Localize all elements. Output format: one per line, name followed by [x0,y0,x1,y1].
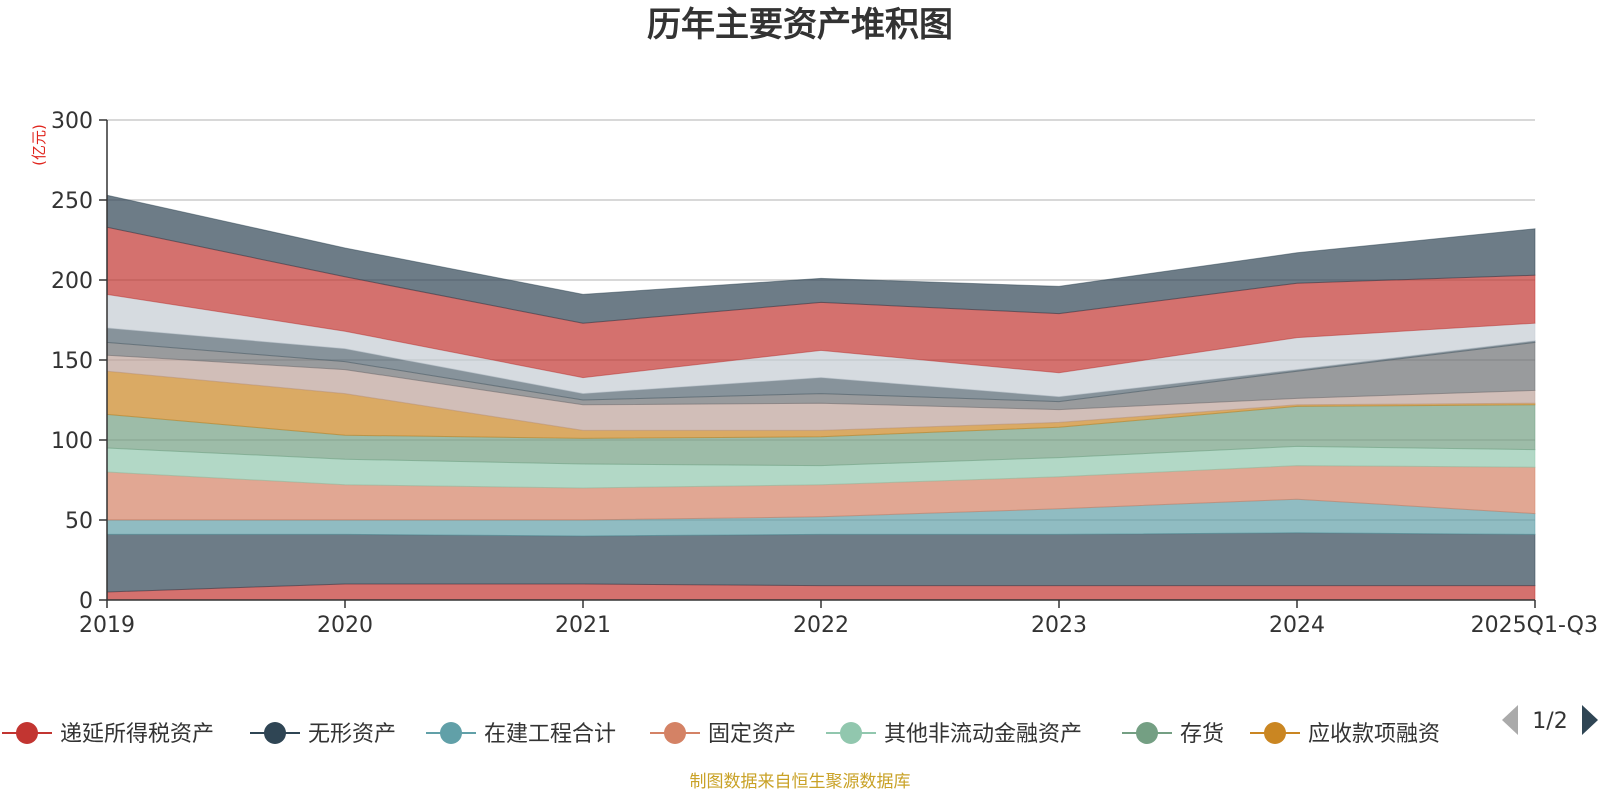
legend-marker-icon [1136,722,1158,744]
x-tick-label: 2019 [79,613,135,638]
legend-label: 存货 [1180,722,1224,747]
legend-marker-icon [664,722,686,744]
legend-label: 无形资产 [308,722,396,747]
legend-marker-icon [264,722,286,744]
area-series-13 [106,194,1536,324]
legend-next-page-icon[interactable] [1582,705,1598,735]
legend-item[interactable]: 其他非流动金融资产 [826,722,1082,747]
y-tick-label: 50 [65,509,93,534]
x-tick-label: 2025Q1-Q3 [1471,613,1598,638]
legend-label: 固定资产 [708,722,796,747]
legend-item[interactable]: 递延所得税资产 [2,722,214,747]
legend-item[interactable]: 应收款项融资 [1250,722,1440,747]
axes: 0 50 100 150 200 250 300 2019 2020 2021 2022 2023 20… [51,109,1598,638]
x-tick-label: 2023 [1031,613,1087,638]
chart-title: 历年主要资产堆积图 [647,5,953,45]
y-tick-label: 300 [51,109,93,134]
x-tick-label: 2024 [1269,613,1325,638]
legend-item[interactable]: 无形资产 [250,722,396,747]
source-note: 制图数据来自恒生聚源数据库 [690,772,911,792]
y-axis-unit-label: (亿元) [30,124,48,166]
y-tick-label: 150 [51,349,93,374]
legend-prev-page-icon[interactable] [1502,705,1518,735]
legend-marker-icon [840,722,862,744]
y-tick-label: 200 [51,269,93,294]
y-tick-label: 0 [79,589,93,614]
legend-pager: 1/2 [1502,705,1598,735]
area-series-1 [106,583,1536,601]
legend-label: 在建工程合计 [484,722,616,747]
legend-marker-icon [16,722,38,744]
x-tick-label: 2022 [793,613,849,638]
legend-marker-icon [440,722,462,744]
legend-label: 应收款项融资 [1308,722,1440,747]
legend-page-indicator: 1/2 [1532,709,1567,734]
legend-item[interactable]: 固定资产 [650,722,796,747]
legend-item[interactable]: 在建工程合计 [426,722,616,747]
x-tick-label: 2020 [317,613,373,638]
legend-label: 递延所得税资产 [60,722,214,747]
area-series-group [106,194,1536,601]
legend-item[interactable]: 存货 [1122,722,1224,747]
legend: 递延所得税资产 无形资产 在建工程合计 固定资产 其他非流动金融资产 存货 应收款项融资 [2,722,1440,747]
legend-label: 其他非流动金融资产 [884,722,1082,747]
legend-marker-icon [1264,722,1286,744]
x-tick-label: 2021 [555,613,611,638]
y-tick-label: 100 [51,429,93,454]
y-tick-label: 250 [51,189,93,214]
area-series-2 [106,532,1536,593]
